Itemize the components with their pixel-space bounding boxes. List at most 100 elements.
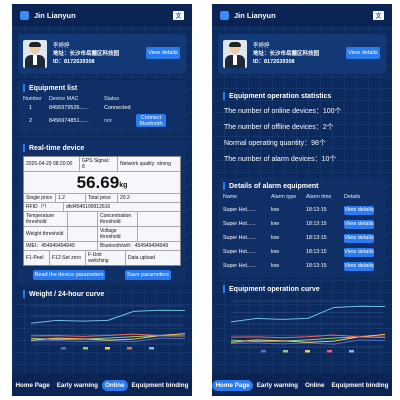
chart-legend-marker-5[interactable] <box>149 347 154 350</box>
weight-threshold-label: Weight threshold <box>24 227 68 241</box>
alarm-row: Super Hot...... low 18:13:15 View details <box>223 259 381 273</box>
chart-series-line-4 <box>230 334 386 339</box>
chart-legend-marker-4[interactable] <box>327 350 332 353</box>
section-title: Equipment operation statistics <box>229 92 332 100</box>
alarm-type: low <box>271 235 279 241</box>
conc-threshold-input[interactable] <box>138 212 180 226</box>
chart-series-line-5 <box>30 309 186 324</box>
nav-online[interactable]: Online <box>101 379 128 391</box>
alarm-view-details-button[interactable]: View details <box>344 247 374 257</box>
avatar <box>23 40 47 68</box>
app-bar: Jin Lianyun 文 <box>212 4 392 26</box>
nav-home[interactable]: Home Page <box>212 379 253 391</box>
view-details-button[interactable]: View details <box>346 47 380 59</box>
profile-id: ID：8172639308 <box>53 59 95 65</box>
alarm-row: Super Hot...... low 18:13:15 View details <box>223 217 381 231</box>
stat-online: The number of online devices：100个 <box>224 108 342 115</box>
alarm-time: 18:13:15 <box>306 263 327 269</box>
chart-legend-marker-3[interactable] <box>105 347 110 350</box>
profile-card: 李婷婷 地址：长沙市岳麓区科技园 ID：8172639308 View deta… <box>18 34 186 74</box>
profile-address: 地址：长沙市岳麓区科技园 <box>53 51 120 57</box>
weight-chart-card: Weight / 24-hour curve <box>18 290 186 356</box>
rfid-label: RFID（*） <box>24 203 64 211</box>
network-quality: Network quality: strong <box>120 161 171 167</box>
chart-legend-marker-2[interactable] <box>83 347 88 350</box>
nav-warning[interactable]: Early warning <box>256 381 298 389</box>
app-title: Jin Lianyun <box>234 10 276 20</box>
chart-legend-marker-4[interactable] <box>127 347 132 350</box>
nav-binding[interactable]: Equipment binding <box>331 381 389 389</box>
chart-legend-marker-1[interactable] <box>261 350 266 353</box>
nav-online[interactable]: Online <box>304 381 325 389</box>
alarm-view-details-button[interactable]: View details <box>344 205 374 215</box>
save-parameters-button[interactable]: Save parameters <box>125 270 171 280</box>
equipment-list-card: Equipment list Number Device MAC Status … <box>18 80 186 134</box>
peel-button[interactable]: F1-Peel <box>24 251 50 265</box>
chart-series-line-1 <box>230 339 386 345</box>
table-row: 2 8456974851...... not Connect Bluetooth <box>23 114 181 127</box>
statistics-card: Equipment operation statistics The numbe… <box>218 88 386 168</box>
connect-bluetooth-button[interactable]: Connect Bluetooth <box>136 114 166 127</box>
nav-home[interactable]: Home Page <box>15 381 50 389</box>
gps-signal: GPS Signal：8 <box>80 157 118 171</box>
alarm-view-details-button[interactable]: View details <box>344 219 374 229</box>
alarm-name: Super Hot...... <box>223 235 256 241</box>
chart-series-line-4 <box>30 333 186 337</box>
read-parameters-button[interactable]: Read the device parameters <box>33 270 105 280</box>
alarm-name: Super Hot...... <box>223 249 256 255</box>
translate-icon[interactable]: 文 <box>373 10 384 20</box>
row-status: not <box>104 117 112 124</box>
profile-address: 地址：长沙市岳麓区科技园 <box>253 51 320 57</box>
voltage-threshold-label: Voltage threshold <box>98 227 138 241</box>
alarm-name: Super Hot...... <box>223 263 256 269</box>
chart-legend-marker-3[interactable] <box>305 350 310 353</box>
single-price-label: Single price <box>24 194 56 202</box>
data-upload-button[interactable]: Data upload <box>128 255 155 261</box>
alarm-card: Details of alarm equipment Name Alarm ty… <box>218 178 386 277</box>
header-details: Details <box>344 194 361 200</box>
single-price-value[interactable]: 1.2 <box>56 194 86 202</box>
alarm-time: 18:13:15 <box>306 207 327 213</box>
profile-name: 李婷婷 <box>53 43 70 49</box>
alarm-type: low <box>271 221 279 227</box>
bluetooth-wifi: Bluetooth/wifi：454949494949 <box>100 243 169 249</box>
alarm-row: Super Hot...... low 18:13:15 View details <box>223 245 381 259</box>
voltage-threshold-input[interactable] <box>138 227 180 241</box>
translate-icon[interactable]: 文 <box>173 10 184 20</box>
alarm-type: low <box>271 207 279 213</box>
view-details-button[interactable]: View details <box>146 47 180 59</box>
section-title: Real-time device <box>29 144 85 152</box>
alarm-type: low <box>271 263 279 269</box>
section-title: Equipment list <box>29 84 78 92</box>
table-header: Number Device MAC Status <box>23 96 181 102</box>
alarm-time: 18:13:15 <box>306 221 327 227</box>
set-zero-button[interactable]: F12-Set zero <box>50 251 86 265</box>
alarm-view-details-button[interactable]: View details <box>344 261 374 271</box>
nav-warning[interactable]: Early warning <box>56 381 98 389</box>
conc-threshold-label: Concentration threshold <box>98 212 138 226</box>
total-price-value: 20.2 <box>120 195 130 201</box>
section-title: Weight / 24-hour curve <box>29 290 105 298</box>
weight-threshold-input[interactable] <box>68 227 98 241</box>
chart-legend-marker-2[interactable] <box>283 350 288 353</box>
alarm-row: Super Hot...... low 18:13:15 View details <box>223 231 381 245</box>
alarm-view-details-button[interactable]: View details <box>344 233 374 243</box>
unit-switch-button[interactable]: F-Unit switching <box>86 251 126 265</box>
section-title: Details of alarm equipment <box>229 182 319 190</box>
app-title: Jin Lianyun <box>34 10 76 20</box>
app-logo-icon <box>220 10 229 20</box>
alarm-row: Super Hot...... low 18:13:15 View details <box>223 203 381 217</box>
chart-legend-marker-5[interactable] <box>349 350 354 353</box>
imei: IMEI：454949494949 <box>24 242 98 250</box>
header-number: Number <box>23 96 42 102</box>
chart-legend-marker-1[interactable] <box>61 347 66 350</box>
alarm-time: 18:13:15 <box>306 249 327 255</box>
nav-binding[interactable]: Equipment binding <box>131 381 189 389</box>
temp-threshold-input[interactable] <box>68 212 98 226</box>
header-name: Name <box>223 194 238 200</box>
left-screen: Jin Lianyun 文 李婷婷 地址：长沙市岳麓区科技园 ID：817263… <box>12 4 192 396</box>
bottom-nav: Home Page Early warning Online Equipment… <box>212 374 392 396</box>
chart-series-line-5 <box>230 305 386 323</box>
app-logo-icon <box>20 10 29 20</box>
stat-offline: The number of offline devices：2个 <box>224 124 334 131</box>
